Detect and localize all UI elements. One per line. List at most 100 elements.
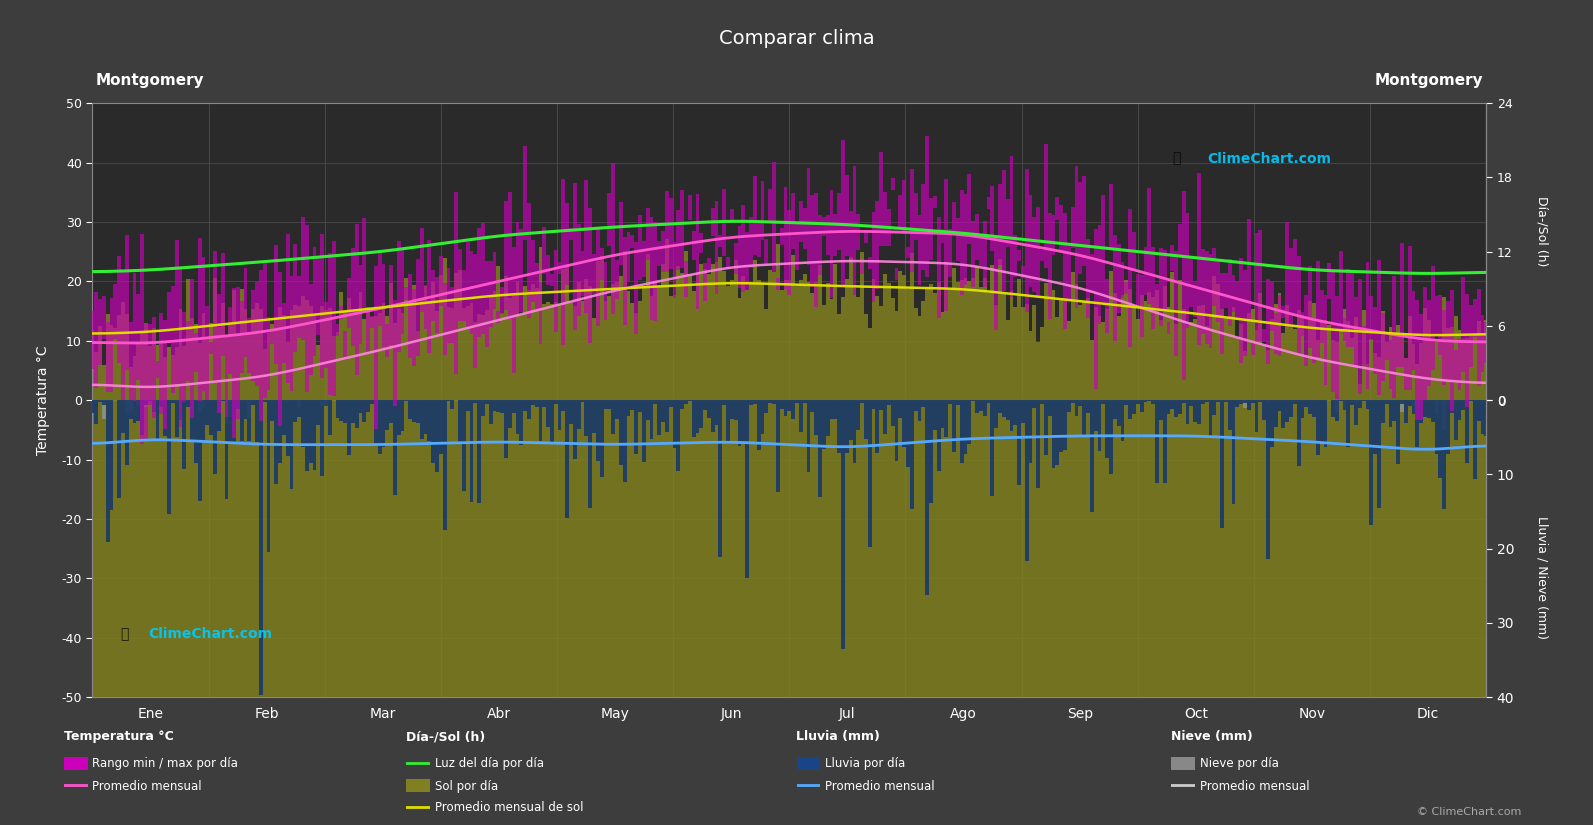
Bar (1270, 400, 1274, 447)
Bar (381, 303, 386, 697)
Bar (1274, 304, 1278, 697)
Bar (105, 314, 110, 697)
Bar (105, 400, 110, 542)
Bar (1018, 250, 1021, 262)
Bar (588, 208, 593, 342)
Bar (497, 266, 500, 697)
Bar (1098, 225, 1101, 324)
Bar (645, 208, 650, 261)
Bar (1040, 400, 1043, 404)
Bar (1139, 275, 1144, 337)
Bar (424, 285, 427, 329)
Bar (1101, 323, 1106, 697)
Bar (887, 209, 890, 247)
Bar (1354, 400, 1357, 426)
Bar (1152, 247, 1155, 329)
Bar (1392, 334, 1397, 697)
Bar (822, 217, 825, 236)
Bar (362, 219, 366, 309)
Bar (1223, 317, 1228, 697)
Bar (397, 241, 401, 352)
Bar (871, 279, 876, 697)
Bar (279, 307, 282, 697)
Bar (1450, 290, 1454, 411)
Bar (1477, 321, 1480, 697)
Bar (710, 264, 715, 697)
Bar (274, 400, 279, 483)
Bar (726, 257, 730, 269)
Bar (680, 272, 683, 697)
Bar (1423, 308, 1427, 697)
Bar (205, 306, 209, 400)
Bar (1051, 290, 1056, 697)
Bar (722, 271, 726, 697)
Bar (741, 276, 746, 697)
Bar (401, 314, 405, 697)
Bar (1198, 400, 1201, 424)
Bar (443, 258, 446, 697)
Bar (213, 278, 217, 697)
Bar (887, 400, 890, 404)
Bar (1438, 400, 1442, 478)
Bar (170, 286, 175, 393)
Bar (328, 400, 331, 436)
Bar (999, 184, 1002, 266)
Bar (405, 400, 408, 401)
Text: ClimeChart.com: ClimeChart.com (148, 627, 272, 641)
Bar (1075, 400, 1078, 417)
Bar (653, 222, 658, 321)
Bar (282, 400, 285, 435)
Bar (910, 253, 914, 697)
Bar (202, 400, 205, 441)
Bar (366, 307, 370, 697)
Bar (1316, 400, 1319, 455)
Bar (459, 400, 462, 442)
Bar (1247, 219, 1251, 318)
Bar (554, 302, 558, 697)
Bar (1204, 400, 1209, 402)
Bar (523, 400, 527, 412)
Bar (734, 243, 738, 274)
Bar (1139, 295, 1144, 697)
Bar (1278, 400, 1281, 411)
Bar (937, 281, 940, 697)
Bar (890, 400, 895, 427)
Bar (374, 400, 378, 445)
Bar (317, 400, 320, 426)
Bar (443, 283, 446, 355)
Bar (887, 283, 890, 697)
Bar (776, 244, 779, 697)
Bar (1063, 299, 1067, 697)
Bar (863, 400, 868, 439)
Bar (435, 400, 440, 472)
Bar (1082, 400, 1086, 436)
Bar (1416, 300, 1419, 421)
Bar (252, 309, 255, 697)
Bar (416, 259, 421, 356)
Bar (148, 400, 151, 401)
Bar (503, 400, 508, 458)
Bar (940, 312, 945, 697)
Bar (370, 316, 374, 328)
Bar (1274, 400, 1278, 427)
Bar (530, 400, 535, 405)
Bar (1278, 293, 1281, 697)
Bar (991, 265, 994, 697)
Bar (1300, 312, 1305, 336)
Bar (202, 400, 205, 407)
Bar (898, 196, 902, 229)
Bar (833, 214, 838, 256)
Bar (757, 400, 760, 450)
Bar (580, 301, 585, 697)
Bar (956, 218, 959, 262)
Bar (844, 279, 849, 697)
Bar (140, 400, 143, 421)
Bar (906, 400, 910, 467)
Bar (615, 261, 620, 299)
Bar (623, 238, 626, 325)
Bar (765, 238, 768, 264)
Bar (263, 263, 266, 398)
Bar (1416, 364, 1419, 697)
Bar (1384, 335, 1389, 360)
Bar (1255, 233, 1258, 343)
